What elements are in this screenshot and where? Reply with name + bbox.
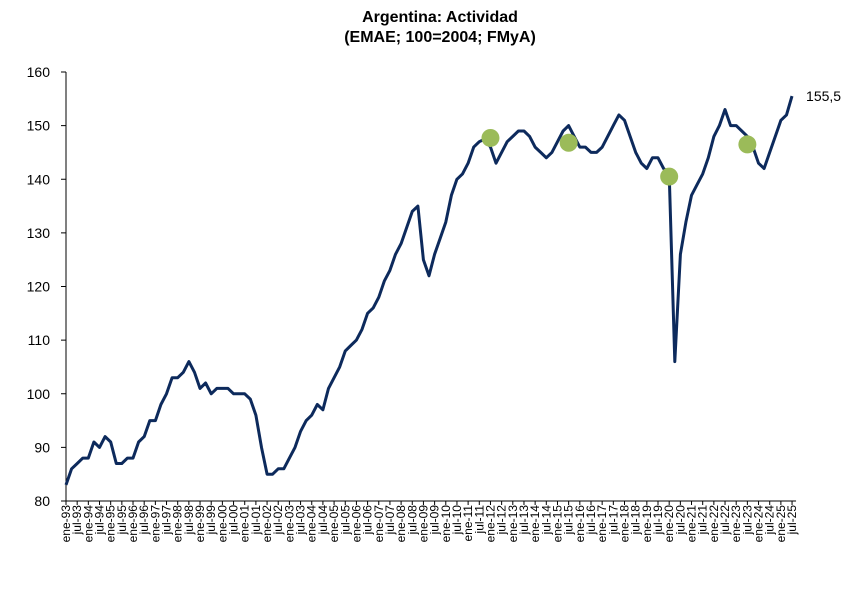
chart-title: Argentina: Actividad [362, 9, 518, 26]
x-tick-label: ene-13 [506, 505, 520, 543]
x-tick-label: jul-23 [740, 505, 754, 536]
y-tick-label: 110 [28, 332, 51, 348]
x-tick-label: jul-16 [584, 505, 598, 536]
x-tick-label: jul-98 [182, 505, 196, 536]
x-tick-label: jul-13 [517, 505, 531, 536]
x-tick-label: jul-18 [629, 505, 643, 536]
x-tick-label: ene-16 [573, 505, 587, 543]
x-tick-label: ene-12 [483, 505, 497, 543]
x-tick-label: ene-09 [416, 505, 430, 543]
y-tick-label: 140 [27, 171, 51, 187]
x-tick-label: ene-03 [282, 505, 296, 543]
x-tick-label: jul-24 [763, 505, 777, 536]
x-tick-label: ene-95 [104, 505, 118, 543]
marker-dot [660, 167, 679, 186]
x-tick-label: jul-22 [718, 505, 732, 536]
x-tick-label: jul-97 [160, 505, 174, 536]
x-tick-label: ene-02 [260, 505, 274, 543]
x-tick-label: ene-97 [148, 505, 162, 543]
x-tick-label: jul-17 [606, 505, 620, 536]
x-tick-label: jul-12 [495, 505, 509, 536]
x-tick-label: ene-00 [215, 505, 229, 543]
x-tick-label: jul-96 [137, 505, 151, 536]
x-tick-label: jul-94 [93, 505, 107, 536]
x-tick-label: jul-05 [338, 505, 352, 536]
x-tick-label: ene-04 [305, 505, 319, 543]
x-tick-label: ene-19 [640, 505, 654, 543]
x-tick-label: jul-25 [785, 505, 799, 536]
x-tick-label: jul-06 [361, 505, 375, 536]
x-tick-label: ene-20 [662, 505, 676, 543]
x-tick-label: ene-96 [126, 505, 140, 543]
x-tick-label: jul-03 [294, 505, 308, 536]
marker-dot [481, 128, 500, 147]
x-tick-label: ene-07 [372, 505, 386, 543]
x-tick-label: jul-08 [405, 505, 419, 536]
x-tick-label: ene-05 [327, 505, 341, 543]
x-tick-label: jul-21 [696, 505, 710, 536]
x-tick-label: ene-15 [550, 505, 564, 543]
x-tick-label: ene-24 [752, 505, 766, 543]
y-tick-label: 90 [34, 439, 50, 455]
y-tick-label: 160 [27, 64, 51, 80]
x-tick-label: jul-19 [651, 505, 665, 536]
x-tick-label: ene-10 [439, 505, 453, 543]
y-tick-label: 150 [27, 118, 51, 134]
x-tick-label: jul-93 [70, 505, 84, 536]
end-annotation: 155,5 [806, 88, 841, 104]
x-tick-label: jul-02 [271, 505, 285, 536]
x-tick-label: jul-07 [383, 505, 397, 536]
marker-dot [738, 135, 757, 154]
y-tick-label: 100 [27, 386, 51, 402]
x-tick-label: ene-17 [595, 505, 609, 543]
x-tick-label: jul-00 [227, 505, 241, 536]
x-tick-label: jul-09 [428, 505, 442, 536]
x-tick-label: ene-08 [394, 505, 408, 543]
y-tick-label: 120 [27, 279, 51, 295]
x-tick-label: ene-94 [81, 505, 95, 543]
x-tick-label: jul-01 [249, 505, 263, 536]
x-tick-label: jul-15 [562, 505, 576, 536]
x-tick-label: ene-11 [461, 505, 475, 542]
x-tick-label: ene-98 [171, 505, 185, 543]
x-tick-label: ene-25 [774, 505, 788, 543]
x-tick-label: ene-93 [59, 505, 73, 543]
x-tick-label: jul-04 [316, 505, 330, 536]
x-tick-label: jul-99 [204, 505, 218, 536]
x-tick-label: ene-14 [528, 505, 542, 543]
x-tick-label: ene-22 [707, 505, 721, 543]
x-tick-label: ene-21 [685, 505, 699, 543]
chart-subtitle: (EMAE; 100=2004; FMyA) [344, 29, 536, 46]
x-tick-label: ene-99 [193, 505, 207, 543]
x-tick-label: jul-10 [450, 505, 464, 536]
x-tick-label: jul-11 [472, 505, 486, 535]
x-tick-label: jul-14 [539, 505, 553, 536]
x-tick-label: ene-06 [349, 505, 363, 543]
x-tick-label: jul-95 [115, 505, 129, 536]
x-tick-label: jul-20 [673, 505, 687, 536]
y-tick-label: 80 [34, 493, 50, 509]
y-tick-label: 130 [27, 225, 51, 241]
x-tick-label: ene-23 [729, 505, 743, 543]
line [64, 95, 794, 486]
x-tick-label: ene-18 [618, 505, 632, 543]
marker-dot [559, 133, 578, 152]
x-tick-label: ene-01 [238, 505, 252, 543]
